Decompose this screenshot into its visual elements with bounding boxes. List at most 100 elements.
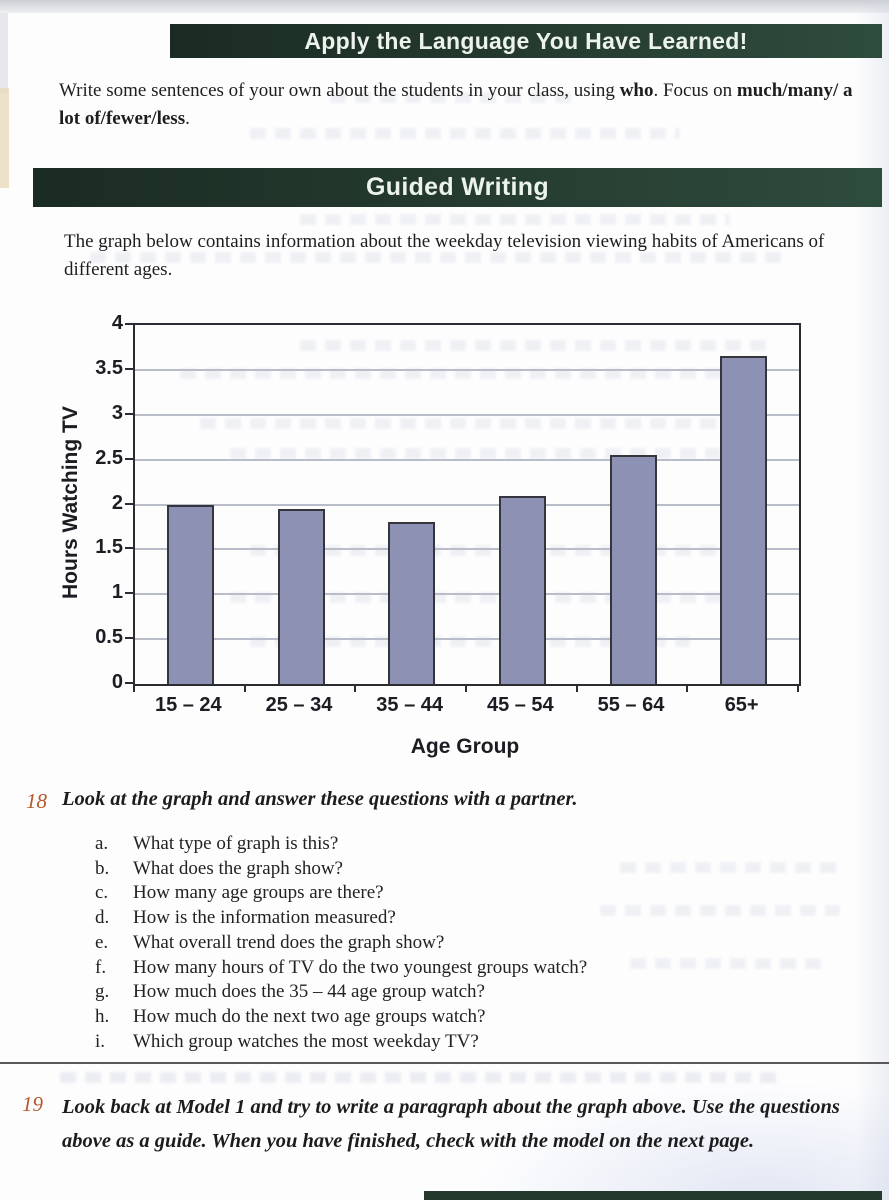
chart-axis-tick (465, 684, 467, 692)
exercise-19-prompt: Look back at Model 1 and try to write a … (62, 1096, 840, 1152)
chart-axis-tick (125, 457, 134, 460)
chart-axis-tick (354, 684, 357, 692)
guided-intro-text: The graph below contains information abo… (64, 231, 825, 280)
chart-axis-tick (575, 684, 578, 692)
scan-artifact (180, 368, 760, 379)
question-letter: a. (95, 833, 109, 854)
question-item: b. What does the graph show? (95, 857, 735, 882)
chart-axis-tick (243, 684, 246, 692)
chart-y-tick-label: 3 (111, 401, 123, 424)
banner-apply-language-label: Apply the Language You Have Learned! (304, 28, 748, 54)
question-letter: g. (95, 981, 110, 1003)
scan-bottom-tint (469, 1080, 889, 1200)
question-letter: e. (95, 931, 109, 953)
question-text: How much do the next two age groups watc… (133, 1005, 486, 1027)
question-item: g. How much does the 35 – 44 age group wa… (95, 980, 735, 1005)
chart-x-tick-label: 55 – 64 (597, 694, 665, 716)
scan-artifact (230, 448, 750, 459)
chart-y-tick-label: 1 (111, 581, 123, 604)
chart-x-tick-label: 65+ (724, 694, 759, 716)
question-list: a. What type of graph is this? b. What does… (95, 832, 735, 1054)
chart-x-axis-title: Age Group (410, 735, 520, 758)
chart-x-tick-label: 35 – 44 (376, 694, 444, 716)
question-item: c. How many age groups are there? (95, 881, 735, 906)
chart-axis-tick (797, 684, 799, 692)
question-item: f. How many hours of TV do the two younge… (95, 956, 735, 981)
intro-paragraph: Write some sentences of your own about t… (59, 77, 867, 132)
chart-y-tick-label: 0 (111, 671, 123, 693)
chart-gridline (135, 593, 799, 596)
question-letter: i. (95, 1030, 106, 1052)
chart-x-tick-label: 25 – 34 (265, 694, 333, 716)
chart-gridline (135, 548, 799, 551)
question-item: d. How is the information measured? (95, 906, 735, 931)
scan-artifact (300, 214, 730, 225)
banner-guided-writing-label: Guided Writing (366, 173, 549, 201)
question-text: Which group watches the most weekday TV? (133, 1030, 479, 1052)
chart-axis-tick (125, 412, 134, 415)
exercise-18-number: 18 (26, 789, 47, 813)
divider-rule (0, 1062, 889, 1064)
guided-intro-paragraph: The graph below contains information abo… (64, 228, 870, 283)
question-text: How much does the 35 – 44 age group watc… (133, 981, 485, 1003)
question-text: What overall trend does the graph show? (133, 931, 445, 953)
next-page-banner-edge (424, 1191, 882, 1200)
chart-axis-tick (125, 682, 134, 684)
intro-bold-quantifiers: much/many/ a lot of/fewer/less (59, 80, 853, 129)
intro-text: Write some sentences of your own about t… (59, 80, 620, 101)
chart-bar (277, 509, 325, 684)
question-letter: b. (95, 857, 110, 879)
chart-bar (166, 504, 214, 684)
scan-left-edge-cream (0, 88, 9, 188)
scan-artifact (230, 592, 730, 603)
exercise-18-prompt: Look at the graph and answer these quest… (62, 788, 578, 810)
chart-bar (609, 455, 657, 684)
chart-x-tick-label: 45 – 54 (486, 694, 554, 716)
chart-axis-tick (125, 637, 134, 640)
scan-artifact (90, 252, 790, 263)
question-item: i. Which group watches the most weekday T… (95, 1030, 735, 1055)
chart-y-tick-label: 2.5 (95, 446, 123, 469)
question-text: How many age groups are there? (133, 882, 384, 904)
scan-artifact (60, 1072, 780, 1083)
chart-x-tick-label: 15 – 24 (154, 694, 222, 716)
question-text: How is the information measured? (133, 907, 396, 929)
chart-axis-tick (133, 684, 135, 692)
intro-bold-who: who (619, 80, 654, 101)
question-text: What does the graph show? (133, 857, 343, 879)
chart-y-tick-label: 4 (111, 312, 123, 334)
chart-axis-tick (686, 684, 689, 692)
chart-axis-tick (125, 502, 134, 505)
scan-artifact (630, 958, 830, 969)
question-letter: c. (95, 882, 109, 904)
scan-artifact (250, 636, 690, 647)
chart-gridline (135, 638, 799, 641)
scan-artifact (600, 905, 840, 916)
chart-y-tick-label: 3.5 (95, 356, 123, 379)
scan-artifact (250, 545, 730, 556)
chart-y-tick-label: 1.5 (95, 536, 123, 559)
chart-gridline (135, 413, 799, 416)
question-letter: h. (95, 1005, 110, 1027)
banner-guided-writing: Guided Writing (33, 168, 882, 207)
question-text: How many hours of TV do the two youngest… (133, 956, 588, 978)
scan-top-edge (0, 0, 889, 13)
chart-axis-tick (125, 323, 134, 325)
chart-bar (720, 356, 768, 684)
chart-bar (388, 522, 436, 684)
scan-artifact (620, 862, 840, 873)
chart-plot-area (133, 323, 801, 686)
scan-artifact (200, 418, 760, 429)
chart-gridline (135, 503, 799, 506)
scan-left-edge (0, 13, 8, 93)
question-item: a. What type of graph is this? (95, 832, 735, 857)
intro-text: . (185, 107, 190, 129)
exercise-19-number: 19 (22, 1092, 43, 1116)
banner-apply-language: Apply the Language You Have Learned! (170, 24, 882, 58)
chart-y-tick-label: 0.5 (95, 626, 123, 649)
chart-axis-tick (125, 547, 134, 550)
question-item: e. What overall trend does the graph show… (95, 931, 735, 956)
chart-gridline (135, 368, 799, 371)
question-text: What type of graph is this? (133, 833, 339, 854)
